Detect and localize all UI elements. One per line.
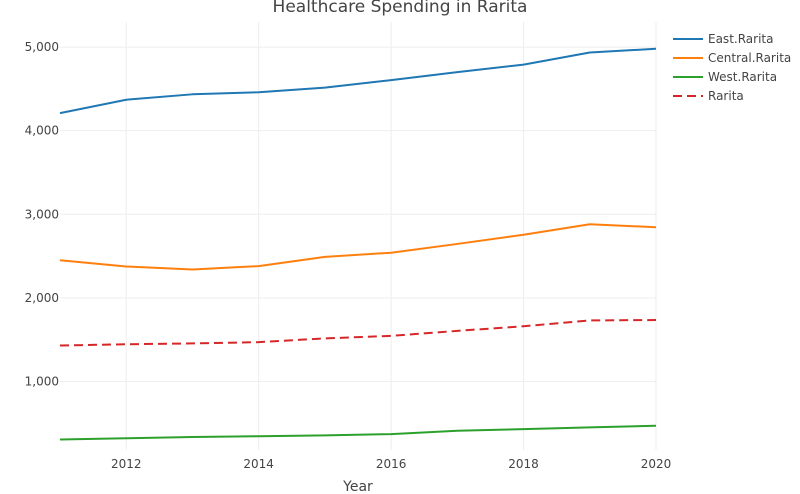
chart-title: Healthcare Spending in Rarita [273, 0, 528, 17]
y-tick-label: 3,000 [25, 207, 59, 221]
grid [60, 22, 657, 450]
y-tick-label: 2,000 [25, 291, 59, 305]
y-axis-ticks: 1,000 2,000 3,000 4,000 5,000 [25, 40, 59, 388]
legend-item-east-rarita[interactable]: East.Rarita [673, 32, 773, 46]
x-tick-label: 2014 [243, 457, 274, 471]
series-line-rarita[interactable] [59, 319, 657, 347]
y-tick-label: 4,000 [25, 124, 59, 138]
x-tick-label: 2018 [508, 457, 539, 471]
series-line-central-rarita[interactable] [59, 223, 657, 271]
y-tick-label: 5,000 [25, 40, 59, 54]
legend[interactable]: East.Rarita Central.Rarita West.Rarita Rari… [673, 32, 791, 103]
legend-label: West.Rarita [708, 70, 777, 84]
legend-label: Rarita [708, 89, 744, 103]
legend-item-central-rarita[interactable]: Central.Rarita [673, 51, 791, 65]
x-tick-label: 2016 [376, 457, 407, 471]
x-axis-ticks: 2012 2014 2016 2018 2020 [111, 457, 671, 471]
legend-label: East.Rarita [708, 32, 773, 46]
series-lines [59, 47, 657, 441]
series-line-west-rarita[interactable] [59, 424, 657, 441]
legend-item-west-rarita[interactable]: West.Rarita [673, 70, 777, 84]
legend-label: Central.Rarita [708, 51, 791, 65]
x-tick-label: 2020 [641, 457, 672, 471]
y-tick-label: 1,000 [25, 374, 59, 388]
x-tick-label: 2012 [111, 457, 142, 471]
x-axis-title: Year [342, 479, 373, 494]
series-line-east-rarita[interactable] [59, 47, 657, 115]
legend-item-rarita[interactable]: Rarita [673, 89, 744, 103]
